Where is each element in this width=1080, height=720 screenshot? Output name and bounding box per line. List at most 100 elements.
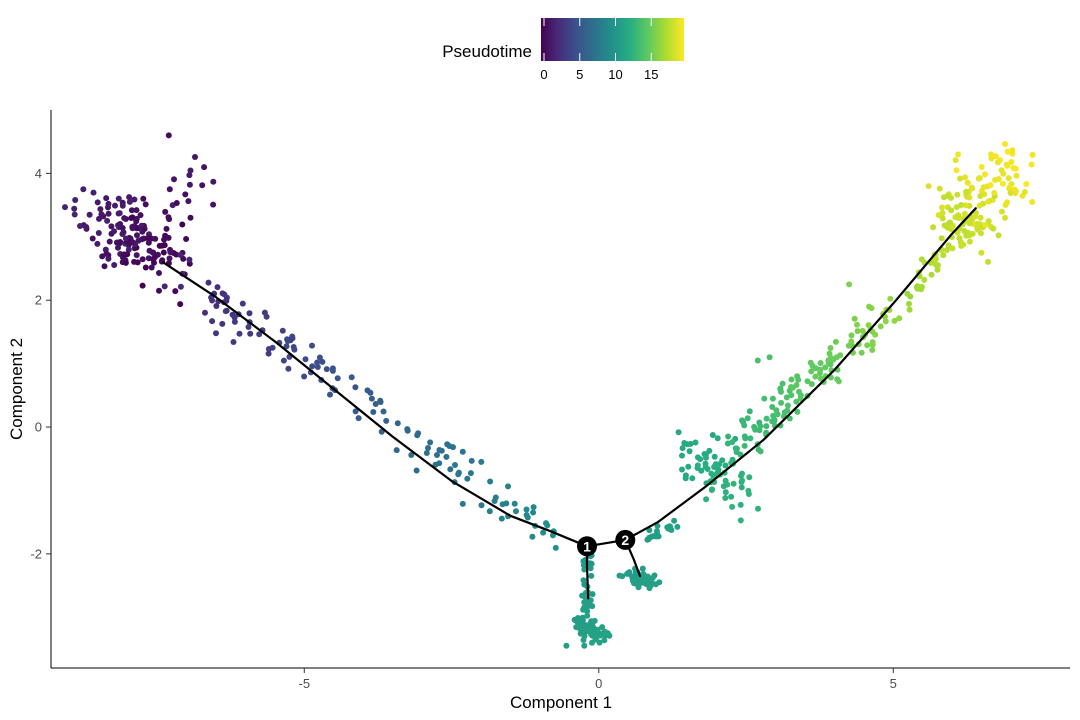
cell-point: [177, 252, 184, 258]
cell-point: [1002, 202, 1009, 208]
cell-point: [80, 186, 87, 193]
cell-point: [71, 205, 78, 212]
cell-point: [140, 235, 147, 242]
cell-point: [587, 560, 593, 567]
cell-point: [1000, 170, 1007, 177]
cell-point: [944, 193, 951, 199]
x-tick-label: 0: [595, 676, 602, 691]
cell-point: [177, 301, 184, 308]
cell-point: [126, 198, 133, 205]
cell-point: [316, 354, 323, 361]
cell-point: [728, 493, 735, 500]
cell-point: [812, 373, 819, 380]
cell-point: [289, 335, 296, 342]
cell-point: [503, 500, 510, 507]
cell-point: [722, 489, 729, 496]
cell-point: [425, 445, 431, 451]
cell-point: [120, 229, 127, 236]
cell-point: [722, 462, 729, 469]
cell-point: [162, 208, 169, 215]
cell-point: [964, 179, 971, 186]
cell-point: [105, 255, 112, 262]
cell-point: [837, 352, 844, 359]
cell-point: [104, 217, 111, 224]
cell-point: [877, 323, 884, 330]
cell-point: [744, 415, 751, 422]
cell-point: [589, 591, 596, 598]
cell-point: [957, 175, 963, 182]
cell-point: [355, 415, 362, 422]
cell-point: [90, 189, 97, 196]
cell-point: [101, 263, 108, 270]
cell-point: [980, 184, 987, 191]
cell-point: [133, 252, 140, 259]
cell-point: [714, 435, 721, 442]
cell-point: [592, 636, 599, 643]
cell-point: [580, 606, 587, 613]
cell-point: [948, 207, 955, 214]
cell-point: [703, 454, 709, 461]
cell-point: [139, 282, 146, 289]
cell-point: [129, 239, 136, 246]
cell-point: [467, 470, 474, 477]
cell-point: [694, 454, 701, 461]
cell-point: [978, 164, 985, 170]
cell-point: [906, 300, 912, 307]
cell-point: [348, 374, 355, 381]
cell-point: [290, 344, 297, 350]
cell-point: [854, 321, 860, 328]
cell-point: [125, 246, 132, 253]
cell-point: [62, 204, 68, 211]
cell-point: [709, 432, 716, 438]
cell-point: [906, 306, 913, 313]
cell-point: [794, 373, 801, 380]
cell-point: [793, 382, 800, 388]
cell-point: [962, 202, 969, 209]
cell-point: [654, 523, 661, 529]
cell-point: [459, 500, 466, 507]
cell-point: [246, 310, 253, 317]
cell-point: [1012, 165, 1019, 172]
cell-point: [816, 370, 823, 377]
cell-point: [777, 386, 784, 392]
cell-point: [279, 327, 286, 334]
cell-point: [698, 467, 705, 474]
cell-point: [729, 439, 736, 446]
cell-point: [644, 573, 651, 580]
cell-point: [832, 338, 839, 345]
cell-point: [599, 631, 606, 637]
cell-point: [974, 225, 981, 232]
cell-point: [817, 360, 824, 366]
cell-point: [186, 172, 193, 179]
cell-point: [1004, 148, 1011, 155]
cell-point: [918, 286, 925, 293]
cell-point: [904, 290, 911, 297]
cell-point: [427, 439, 434, 446]
cell-point: [725, 433, 732, 440]
cell-point: [98, 211, 105, 218]
cell-point: [587, 565, 594, 572]
y-tick-label: -2: [30, 546, 42, 561]
cell-point: [139, 256, 146, 263]
cell-point: [797, 392, 804, 399]
cell-point: [769, 395, 776, 402]
cell-point: [589, 630, 596, 637]
cell-point: [486, 508, 493, 515]
cell-point: [763, 423, 770, 430]
cell-point: [455, 469, 462, 476]
cell-point: [655, 533, 662, 540]
cell-point: [981, 191, 988, 198]
cell-point: [652, 581, 659, 588]
cell-point: [210, 178, 217, 185]
cell-point: [846, 281, 853, 288]
cell-point: [134, 232, 140, 239]
cell-point: [991, 189, 998, 196]
cell-point: [72, 197, 79, 203]
cell-point: [89, 235, 96, 242]
cell-point: [116, 210, 123, 217]
cell-point: [599, 624, 606, 631]
cell-point: [747, 435, 754, 442]
cell-point: [323, 366, 330, 373]
cell-point: [639, 565, 646, 572]
cell-point: [394, 420, 401, 427]
